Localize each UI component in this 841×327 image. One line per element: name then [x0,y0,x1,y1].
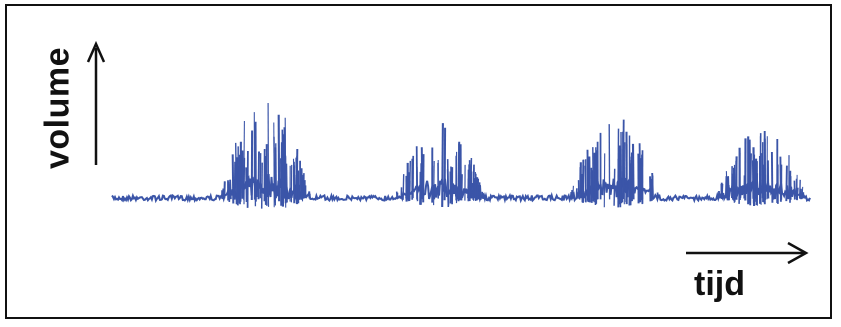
signal-spike-burst-3 [613,168,616,206]
signal-spike-burst-4 [738,152,741,204]
x-axis-label: tijd [694,265,745,303]
signal-spike-burst-1 [281,134,285,207]
signal-spike-burst-3 [623,142,626,205]
signal-spike-burst-3 [594,164,598,200]
signal-spike-burst-4 [779,156,782,202]
signal-spike-burst-1 [280,142,283,202]
signal-spike-burst-3 [631,143,635,200]
y-axis-label: volume [38,46,77,170]
signal-spike-burst-4 [770,151,774,203]
signal-spike-burst-2 [443,127,447,201]
signal-spike-burst-3 [622,119,625,200]
signal-spike-burst-3 [628,164,632,206]
signal-spike-burst-1 [223,181,226,199]
signal-spike-burst-4 [759,136,762,205]
signal-spike-burst-2 [479,186,482,201]
signal-spike-burst-2 [433,160,435,206]
signal-spike-burst-3 [650,178,653,201]
signal-spike-burst-1 [260,162,263,209]
signal-spike-burst-4 [721,190,724,199]
y-axis-arrow [86,40,106,165]
signal-spike-burst-2 [402,174,405,200]
signal-spike-burst-1 [257,151,260,200]
signal-spike-burst-1 [245,167,248,203]
signal-spike-burst-1 [235,142,238,205]
signal-spike-burst-4 [731,173,734,200]
signal-spike-burst-1 [238,154,241,205]
signal-spike-burst-3 [571,190,574,199]
signal-spike-burst-4 [800,188,803,199]
signal-spike-burst-4 [725,171,728,200]
signal-spike-burst-3 [575,188,578,200]
signal-spike-burst-2 [469,157,473,199]
signal-spike-burst-1 [301,174,304,202]
signal-spike-burst-2 [395,191,399,199]
signal-spike-burst-3 [618,147,622,208]
signal-spike-burst-2 [473,167,475,201]
signal-spike-burst-4 [795,187,799,201]
signal-spike-burst-1 [295,148,299,201]
signal-spike-burst-1 [273,136,276,203]
signal-spike-burst-4 [785,165,788,202]
signal-spike-burst-4 [801,186,804,200]
signal-spike-burst-3 [656,192,659,199]
signal-spike-burst-1 [284,117,287,208]
x-axis-arrow [686,241,809,265]
volume-signal [111,102,811,209]
signal-spike-burst-1 [228,183,231,203]
signal-spike-burst-2 [446,169,450,206]
signal-spike-burst-1 [293,174,296,200]
signal-spike-burst-4 [733,170,736,203]
signal-spike-burst-2 [458,156,462,199]
diagram-frame [5,4,832,319]
signal-spike-burst-4 [749,139,752,199]
signal-spike-burst-4 [716,193,719,199]
signal-spike-burst-3 [638,156,641,199]
signal-spike-burst-2 [480,191,484,199]
signal-spike-burst-2 [441,123,444,208]
signal-spike-burst-1 [231,154,235,204]
signal-spike-burst-1 [285,163,288,203]
signal-spike-burst-1 [274,143,277,206]
signal-spike-burst-3 [592,147,595,202]
signal-spike-burst-1 [243,157,246,205]
